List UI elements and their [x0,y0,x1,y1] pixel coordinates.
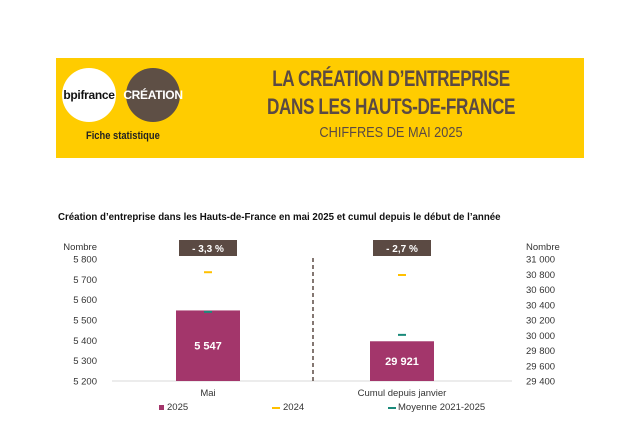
right-tick-label: 31 000 [526,255,555,266]
variation-badge-text: - 2,7 % [386,244,418,255]
fiche-label: Fiche statistique [86,130,160,142]
right-axis-label: Nombre [526,242,560,253]
bar-value-label: 29 921 [385,356,419,368]
right-tick-label: 30 800 [526,270,555,281]
bpifrance-logo: bpifrance [62,68,116,122]
left-tick-label: 5 600 [73,295,97,306]
legend-label-2025: 2025 [167,402,188,413]
right-tick-label: 29 800 [526,346,555,357]
header-banner: bpifrance CRÉATION Fiche statistique LA … [56,58,584,158]
variation-badge-text: - 3,3 % [192,244,224,255]
right-tick-label: 29 400 [526,377,555,388]
right-tick-label: 30 200 [526,316,555,327]
left-axis-label: Nombre [63,242,97,253]
category-label: Mai [200,388,215,399]
left-tick-label: 5 500 [73,316,97,327]
title-line-2: DANS LES HAUTS-DE-FRANCE [266,94,516,119]
bar-2025 [370,341,434,381]
left-tick-label: 5 800 [73,255,97,266]
title-line-1: LA CRÉATION D’ENTREPRISE [272,66,510,91]
left-tick-label: 5 400 [73,336,97,347]
left-tick-label: 5 200 [73,377,97,388]
bar-2025 [176,310,240,381]
right-tick-label: 30 600 [526,285,555,296]
creation-logo: CRÉATION [123,68,183,122]
right-tick-label: 30 000 [526,331,555,342]
legend-label-moyenne: Moyenne 2021-2025 [398,402,485,413]
legend-swatch-2025 [159,405,164,410]
legend-label-2024: 2024 [283,402,304,413]
right-tick-label: 30 400 [526,300,555,311]
bar-value-label: 5 547 [194,341,222,353]
chart-title: Création d’entreprise dans les Hauts-de-… [58,212,501,223]
variation-badge [373,240,431,256]
left-tick-label: 5 300 [73,356,97,367]
right-tick-label: 29 600 [526,361,555,372]
category-label: Cumul depuis janvier [358,388,447,399]
left-tick-label: 5 700 [73,275,97,286]
subtitle: CHIFFRES DE MAI 2025 [319,124,463,141]
variation-badge [179,240,237,256]
